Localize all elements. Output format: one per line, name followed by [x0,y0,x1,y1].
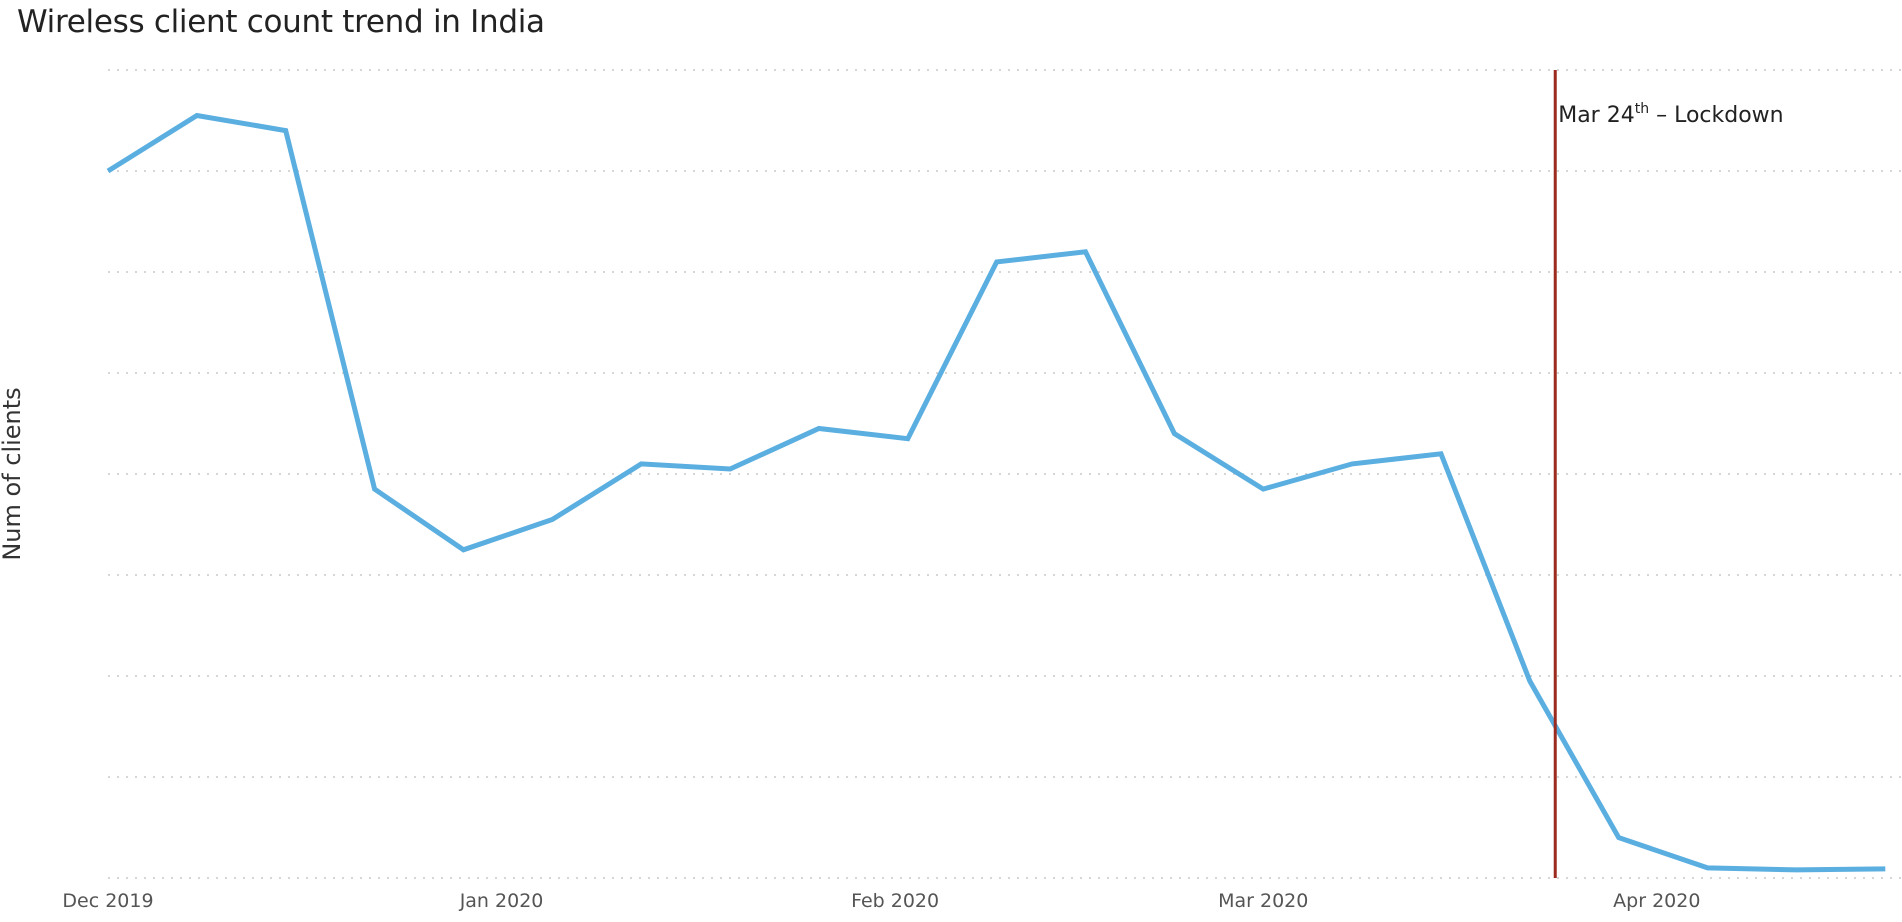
gridlines [108,69,1902,879]
x-axis-ticks: Dec 2019 Jan 2020 Feb 2020 Mar 2020 Apr 2020 [62,890,1700,912]
y-axis-label: Num of clients [0,387,26,560]
x-tick-label: Mar 2020 [1218,890,1308,912]
x-tick-label: Dec 2019 [62,890,153,912]
chart-title: Wireless client count trend in India [17,4,545,40]
x-tick-label: Feb 2020 [851,890,939,912]
x-tick-label: Jan 2020 [459,890,544,912]
series-layer [106,112,1886,873]
lockdown-annotation-label: Mar 24th – Lockdown [1558,101,1783,128]
annotation-layer: Mar 24th – Lockdown [1553,70,1784,878]
x-tick-label: Apr 2020 [1613,890,1700,912]
series-line [106,112,1886,873]
